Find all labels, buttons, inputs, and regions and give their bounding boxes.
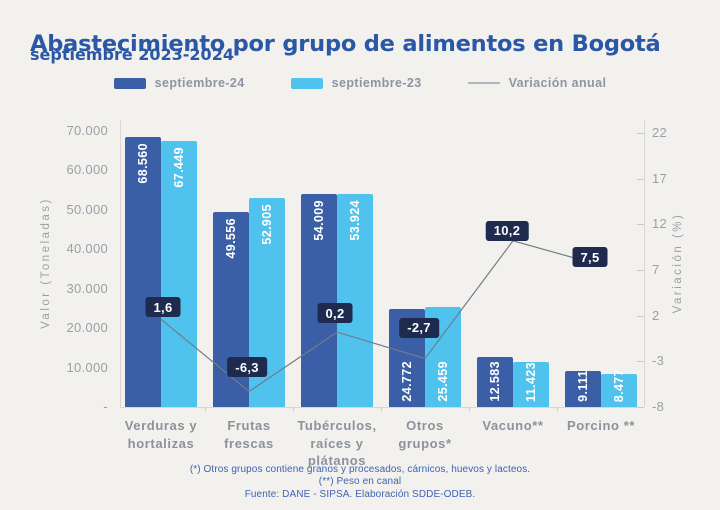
legend: septiembre-24 septiembre-23 Variación anua… [0,76,720,90]
y-axis-right-tick-4: 2 [652,307,660,323]
y-axis-right-tickmark-5 [637,361,644,363]
y-axis-right-tickmark-0 [637,133,644,134]
bar-value-label: 67.449 [172,147,186,188]
y-axis-right-tick-6: -8 [652,399,665,414]
footnote-line-0: (*) Otros grupos contiene granos y proce… [189,464,531,475]
bar-value-label: 52.905 [260,204,274,246]
bar-value-label: 24.772 [400,361,414,402]
y-axis-left-tick-0: 70.000 [66,123,108,138]
y-axis-left-line [120,120,121,407]
bar-value-label: 49.556 [224,217,238,259]
bar-label-box-septiembre-23-4: 11.423 [513,362,549,407]
category-label-1: Frutas frescas [224,418,274,451]
y-axis-left-tick-6: 10.000 [66,359,108,375]
y-axis-left-tick-5: 20.000 [66,320,108,336]
legend-item-0: septiembre-24 [113,76,245,90]
x-axis-tickmark-3 [469,407,470,411]
y-axis-right-tick-2: 12 [652,216,668,232]
x-axis-tickmark-0 [205,407,206,411]
footnote-line-2: Fuente: DANE - SIPSA. Elaboración SDDE-O… [244,488,476,500]
y-axis-left-tick-7: - [103,399,108,414]
legend-label-1: septiembre-23 [331,76,422,90]
bar-value-label: 11.423 [524,362,538,402]
category-label-5: Porcino ** [566,418,636,433]
x-axis-tickmark-1 [293,407,294,411]
y-axis-right-title: Variación (%) [672,212,684,314]
y-axis-left-tick-2: 50.000 [66,201,108,217]
bar-septiembre-23-5 [601,373,637,407]
page-subtitle: septiembre 2023-2024 [30,45,234,64]
bar-label-box-septiembre-24-1: 49.556 [213,212,249,407]
bar-value-label: 68.560 [136,142,150,184]
bar-septiembre-24-0 [125,136,161,407]
y-axis-right-tickmark-1 [637,178,644,180]
y-axis-right-tick-5: -3 [652,353,665,369]
bar-value-label: 9.111 [576,370,590,402]
y-axis-right-tickmark-2 [637,224,644,226]
legend-item-2: Variación anual [467,76,607,90]
y-axis-right-tickmark-3 [637,270,644,271]
x-axis-tickmark-2 [381,407,382,411]
legend-item-1: septiembre-23 [290,76,422,90]
category-label-2: Tubérculos, raíces y plátanos [297,418,377,469]
y-axis-right-tick-0: 22 [652,125,668,140]
variation-label-4: 10,2 [485,220,529,241]
y-axis-right-line [644,120,645,407]
bar-value-label: 54.009 [312,200,326,241]
bar-value-label: 25.459 [436,361,450,402]
bar-value-label: 8.477 [612,368,626,402]
legend-swatch-0 [113,77,146,89]
y-axis-right-tickmark-6 [637,407,644,408]
bar-label-box-septiembre-23-2: 53.924 [337,194,373,407]
variation-label-1: -6,3 [227,357,267,378]
bar-value-label: 53.924 [348,200,362,242]
legend-label-2: Variación anual [508,76,607,90]
bar-label-box-septiembre-23-5: 8.477 [601,369,637,407]
y-axis-left-tick-1: 60.000 [66,162,108,178]
bar-label-box-septiembre-24-5: 9.111 [565,370,601,407]
category-label-4: Vacuno** [482,418,544,433]
bar-value-label: 12.583 [488,361,502,402]
category-label-0: Verduras y hortalizas [124,418,198,451]
bar-label-box-septiembre-24-2: 54.009 [301,194,337,407]
legend-swatch-1 [290,77,323,89]
bar-label-box-septiembre-24-0: 68.560 [125,137,161,407]
footnote-line-1: (**) Peso en canal [318,476,402,488]
y-axis-left-tick-3: 40.000 [66,241,108,257]
legend-swatch-2 [467,82,500,84]
page-title: Abastecimiento por grupo de alimentos en… [30,31,661,58]
y-axis-left-title: Valor (Toneladas) [40,197,52,329]
y-axis-right-tickmark-4 [637,315,644,317]
variation-label-5: 7,5 [572,247,608,268]
bar-label-box-septiembre-24-4: 12.583 [477,357,513,407]
variation-label-0: 1,6 [145,297,181,318]
variation-label-2: 0,2 [317,303,353,324]
x-axis-line [120,407,644,408]
footnotes: (*) Otros grupos contiene granos y proce… [0,464,720,501]
y-axis-left-tick-4: 30.000 [66,280,108,296]
y-axis-right-tick-1: 17 [652,170,668,186]
bar-label-box-septiembre-23-0: 67.449 [161,141,197,407]
variation-label-3: -2,7 [399,317,439,338]
category-label-3: Otros grupos* [398,418,452,451]
legend-label-0: septiembre-24 [154,76,245,90]
x-axis-tickmark-4 [557,407,558,411]
y-axis-right-tick-3: 7 [652,262,660,277]
